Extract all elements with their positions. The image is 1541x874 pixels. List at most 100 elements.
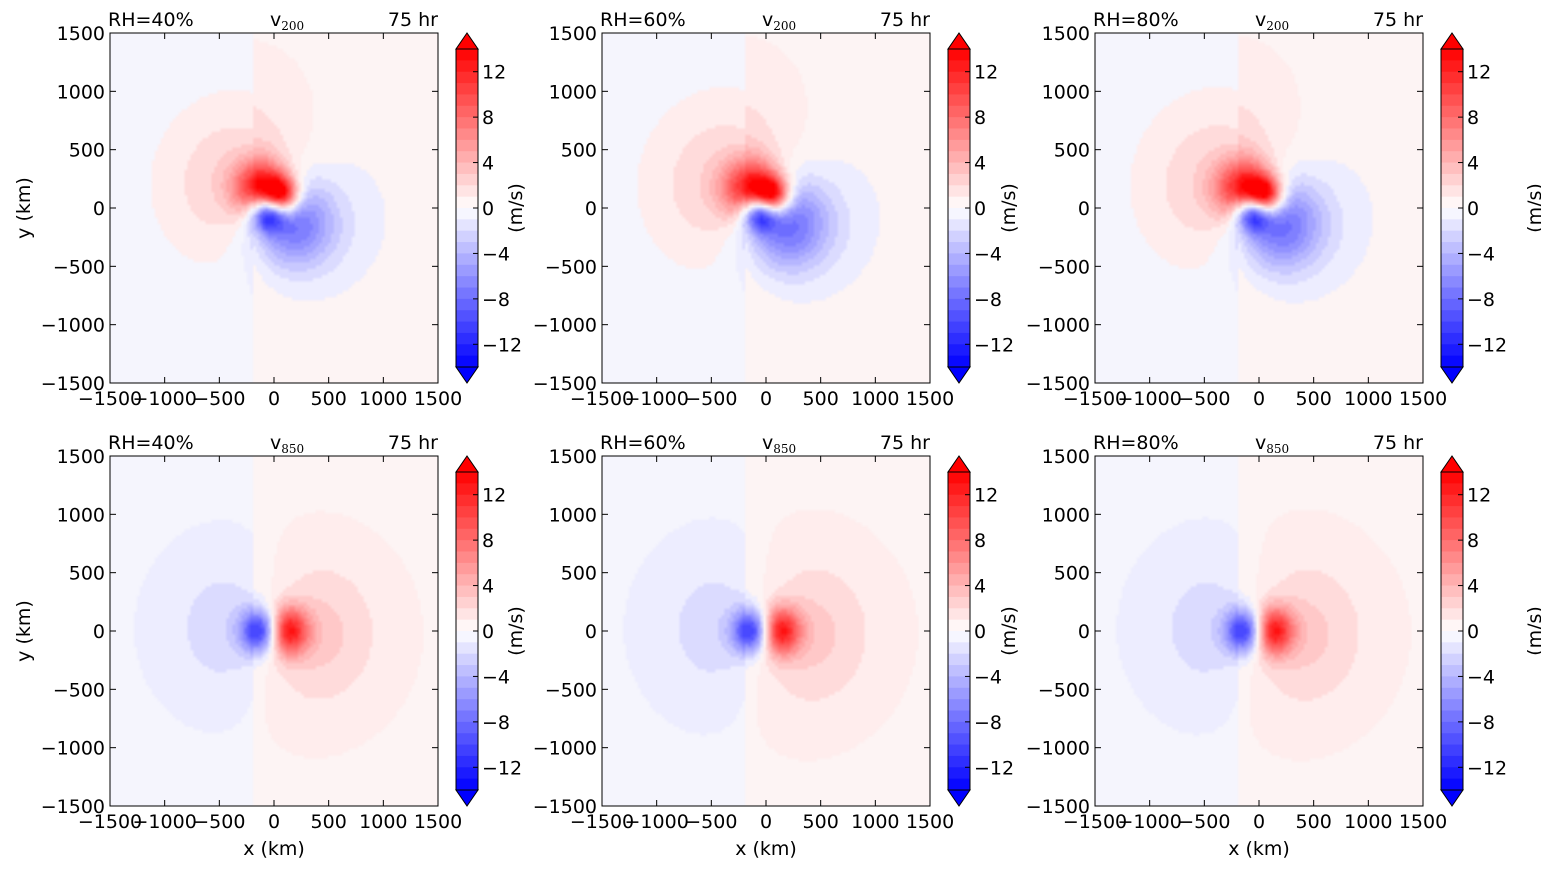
colorbar-band xyxy=(1441,94,1463,107)
x-tick-label: 1500 xyxy=(906,811,954,833)
colorbar-band xyxy=(456,710,478,723)
y-axis-title: y (km) xyxy=(13,177,35,239)
y-tick-label: −1500 xyxy=(41,373,105,395)
y-tick-label: 1000 xyxy=(57,81,105,103)
x-tick-label: −500 xyxy=(193,811,245,833)
colorbar-extend-max xyxy=(947,455,971,473)
colorbar-band xyxy=(1441,117,1463,130)
y-tick-label: 1000 xyxy=(549,81,597,103)
colorbar-band xyxy=(948,778,970,791)
colorbar-band xyxy=(1441,60,1463,73)
colorbar-band xyxy=(948,710,970,723)
colorbar-band xyxy=(948,562,970,575)
x-tick-label: −500 xyxy=(1178,811,1230,833)
colorbar-band xyxy=(456,551,478,564)
x-tick-label: 0 xyxy=(760,811,772,833)
panel-variable-label: v850 xyxy=(762,432,796,456)
y-axis-title: (m/s) xyxy=(505,606,527,656)
colorbar-band xyxy=(1441,287,1463,300)
colorbar-band xyxy=(456,196,478,209)
x-axis-title: x (km) xyxy=(243,838,305,860)
x-tick-label: 0 xyxy=(1253,388,1265,410)
colorbar-band xyxy=(1441,321,1463,334)
y-tick-label: −1000 xyxy=(41,315,105,337)
colorbar-band xyxy=(1441,83,1463,96)
colorbar-tick-label: 8 xyxy=(482,530,494,552)
colorbar-tick-label: −12 xyxy=(1467,757,1507,779)
colorbar-band xyxy=(1441,540,1463,553)
colorbar-band xyxy=(948,574,970,587)
colorbar-label: (m/s) xyxy=(1524,183,1541,233)
panel-variable-label: v850 xyxy=(270,432,304,456)
colorbar-band xyxy=(456,71,478,84)
colorbar-band xyxy=(1441,699,1463,712)
colorbar-band xyxy=(948,767,970,780)
colorbar-band xyxy=(456,230,478,243)
colorbar-band xyxy=(1441,355,1463,368)
colorbar-band xyxy=(456,49,478,61)
variable-level: 200 xyxy=(1266,19,1289,33)
colorbar-tick-label: −4 xyxy=(974,243,1002,265)
variable-name: v xyxy=(762,432,773,454)
y-tick-label: 500 xyxy=(69,140,105,162)
colorbar-band xyxy=(948,151,970,164)
colorbar-tick-label: −4 xyxy=(1467,666,1495,688)
colorbar-band xyxy=(456,653,478,666)
y-tick-label: −1500 xyxy=(41,796,105,818)
colorbar-band xyxy=(456,721,478,734)
colorbar-band xyxy=(948,344,970,357)
panel-rh-label: RH=40% xyxy=(108,432,194,454)
colorbar-band xyxy=(948,631,970,643)
panel-variable-label: v200 xyxy=(270,9,304,33)
x-tick-label: 0 xyxy=(268,811,280,833)
colorbar-band xyxy=(456,298,478,311)
colorbar-band xyxy=(456,185,478,198)
colorbar-band xyxy=(948,494,970,507)
colorbar-band xyxy=(1441,105,1463,118)
variable-name: v xyxy=(1255,432,1266,454)
colorbar-band xyxy=(1441,151,1463,164)
colorbar-band xyxy=(1441,310,1463,323)
panel-time-label: 75 hr xyxy=(388,9,438,31)
y-axis-title: y (km) xyxy=(13,600,35,662)
colorbar-band xyxy=(1441,472,1463,484)
y-tick-label: 0 xyxy=(93,621,105,643)
x-tick-label: −1000 xyxy=(625,811,689,833)
colorbar-band xyxy=(948,744,970,757)
variable-name: v xyxy=(762,9,773,31)
colorbar-extend-min xyxy=(1440,366,1464,384)
colorbar-band xyxy=(456,608,478,621)
colorbar-band xyxy=(456,778,478,791)
colorbar-band xyxy=(456,173,478,186)
colorbar-band xyxy=(456,483,478,496)
y-tick-label: −500 xyxy=(545,256,597,278)
colorbar-tick-label: −8 xyxy=(482,289,510,311)
heatmap-field xyxy=(110,33,438,383)
colorbar-band xyxy=(948,310,970,323)
colorbar-band xyxy=(948,60,970,73)
colorbar-band xyxy=(1441,642,1463,655)
colorbar-band xyxy=(1441,517,1463,530)
colorbar-band xyxy=(1441,162,1463,175)
colorbar-band xyxy=(456,562,478,575)
colorbar-tick-label: 12 xyxy=(974,62,998,84)
y-tick-label: −500 xyxy=(545,679,597,701)
colorbar-band xyxy=(1441,253,1463,266)
heatmap-field xyxy=(1095,33,1423,383)
colorbar-band xyxy=(1441,767,1463,780)
colorbar-band xyxy=(456,472,478,484)
colorbar-band xyxy=(456,151,478,164)
colorbar-band xyxy=(948,71,970,84)
colorbar-band xyxy=(948,287,970,300)
colorbar-band xyxy=(948,506,970,519)
colorbar-band xyxy=(948,699,970,712)
colorbar-band xyxy=(456,105,478,118)
x-axis-title: x (km) xyxy=(1228,838,1290,860)
colorbar-tick-label: 4 xyxy=(1467,576,1479,598)
colorbar-tick-label: −12 xyxy=(482,334,522,356)
colorbar-tick-label: −4 xyxy=(482,243,510,265)
y-tick-label: 500 xyxy=(1054,563,1090,585)
x-tick-label: 1000 xyxy=(359,388,407,410)
colorbar-band xyxy=(948,608,970,621)
panel-6: −1500−1500−1000−1000−500−500005005001000… xyxy=(998,432,1541,860)
